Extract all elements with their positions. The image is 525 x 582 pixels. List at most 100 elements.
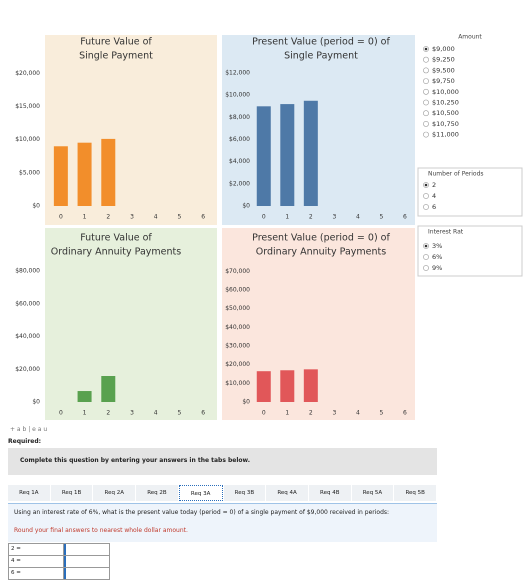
- filter-title: Interest Rat: [428, 229, 464, 236]
- answer-label: 2 =: [9, 544, 64, 555]
- y-tick-label: $4,000: [229, 158, 250, 165]
- radio[interactable]: [423, 265, 429, 271]
- filter-option[interactable]: $11,000: [432, 131, 459, 139]
- filter-option[interactable]: 6: [432, 203, 436, 211]
- x-tick-label: 2: [309, 410, 313, 417]
- y-tick-label: $8,000: [229, 114, 250, 121]
- radio[interactable]: [423, 110, 429, 117]
- filter-option[interactable]: 3%: [432, 242, 442, 250]
- y-tick-label: $50,000: [225, 305, 250, 312]
- chart-title: Single Payment: [284, 51, 358, 62]
- bar: [101, 375, 116, 402]
- x-tick-label: 6: [403, 214, 407, 221]
- y-tick-label: $6,000: [229, 136, 250, 143]
- radio-dot: [424, 183, 428, 187]
- filter-option[interactable]: 2: [432, 181, 436, 189]
- filter-option[interactable]: $9,750: [432, 77, 455, 85]
- tab[interactable]: Req 1A: [8, 485, 50, 501]
- y-tick-label: $30,000: [225, 343, 250, 350]
- y-tick-label: $5,000: [19, 169, 40, 176]
- radio-dot: [424, 47, 428, 51]
- x-tick-label: 3: [332, 214, 336, 221]
- filter-option[interactable]: $10,000: [432, 88, 459, 96]
- radio[interactable]: [423, 99, 429, 106]
- panel: [45, 35, 217, 225]
- y-tick-label: $60,000: [225, 287, 250, 294]
- radio[interactable]: [423, 131, 429, 138]
- answer-input[interactable]: [64, 568, 109, 579]
- x-tick-label: 5: [178, 214, 182, 221]
- tab[interactable]: Req 2B: [136, 485, 178, 501]
- x-tick-label: 3: [130, 214, 134, 221]
- x-tick-label: 2: [106, 410, 110, 417]
- bar: [280, 104, 295, 206]
- x-tick-label: 5: [379, 410, 383, 417]
- tab[interactable]: Req 3B: [223, 485, 266, 501]
- panel: [222, 228, 415, 420]
- y-tick-label: $10,000: [225, 92, 250, 99]
- x-tick-label: 0: [262, 214, 266, 221]
- filter-box: [417, 167, 523, 217]
- bar: [303, 369, 318, 402]
- y-tick-label: $20,000: [15, 366, 40, 373]
- tab[interactable]: Req 5A: [351, 485, 394, 501]
- x-tick-label: 4: [356, 214, 360, 221]
- bar: [303, 100, 318, 206]
- y-tick-label: $0: [32, 399, 40, 406]
- filter-option[interactable]: $10,500: [432, 109, 459, 117]
- tab[interactable]: Req 2A: [93, 485, 136, 501]
- note: Round your final answers to nearest whol…: [14, 527, 188, 534]
- radio[interactable]: [423, 121, 429, 127]
- x-tick-label: 1: [83, 410, 87, 417]
- chart-title: Present Value (period = 0) of: [252, 37, 390, 48]
- question: Using an interest rate of 6%, what is th…: [14, 509, 390, 516]
- y-tick-label: $0: [32, 203, 40, 210]
- filter-option[interactable]: 6%: [432, 253, 442, 261]
- tab[interactable]: Req 5B: [394, 485, 437, 501]
- filter-option[interactable]: $9,000: [432, 45, 455, 53]
- tab[interactable]: Req 4B: [308, 485, 351, 501]
- radio[interactable]: [423, 78, 429, 84]
- y-tick-label: $15,000: [15, 103, 40, 110]
- y-tick-label: $20,000: [225, 361, 250, 368]
- x-tick-label: 5: [178, 410, 182, 417]
- x-tick-label: 1: [285, 410, 289, 417]
- tab[interactable]: Req 1B: [50, 485, 93, 501]
- radio[interactable]: [423, 254, 429, 260]
- radio[interactable]: [423, 67, 429, 74]
- bar: [77, 142, 92, 206]
- y-tick-label: $40,000: [15, 333, 40, 340]
- y-tick-label: $12,000: [225, 70, 250, 77]
- filter-option[interactable]: $9,500: [432, 66, 455, 74]
- filter-option[interactable]: $9,250: [432, 56, 455, 64]
- radio[interactable]: [423, 193, 429, 199]
- bar: [53, 146, 68, 206]
- x-tick-label: 1: [285, 214, 289, 221]
- y-tick-label: $10,000: [225, 380, 250, 387]
- tab[interactable]: Req 4A: [266, 485, 308, 501]
- panel: [45, 228, 217, 420]
- tab[interactable]: Req 3A: [178, 485, 223, 501]
- answer-input[interactable]: [64, 544, 109, 555]
- chart-title: Single Payment: [79, 51, 153, 62]
- filter-title: Number of Periods: [428, 171, 484, 178]
- filter-option[interactable]: $10,250: [432, 99, 459, 107]
- radio[interactable]: [423, 204, 429, 210]
- y-tick-label: $70,000: [225, 268, 250, 275]
- filter-option[interactable]: $10,750: [432, 120, 459, 128]
- x-tick-label: 4: [356, 410, 360, 417]
- y-tick-label: $0: [242, 203, 250, 210]
- bar: [256, 371, 271, 402]
- chart-title: Present Value (period = 0) of: [252, 233, 390, 244]
- required: Required:: [8, 438, 42, 445]
- y-tick-label: $40,000: [225, 324, 250, 331]
- radio[interactable]: [423, 88, 429, 95]
- x-tick-label: 4: [154, 214, 158, 221]
- radio[interactable]: [423, 56, 429, 63]
- filter-option[interactable]: 9%: [432, 264, 442, 272]
- filter-option[interactable]: 4: [432, 192, 436, 200]
- answer-row: 6 =: [8, 568, 110, 580]
- chart-title: Future Value of: [80, 233, 152, 244]
- answer-input[interactable]: [64, 556, 109, 567]
